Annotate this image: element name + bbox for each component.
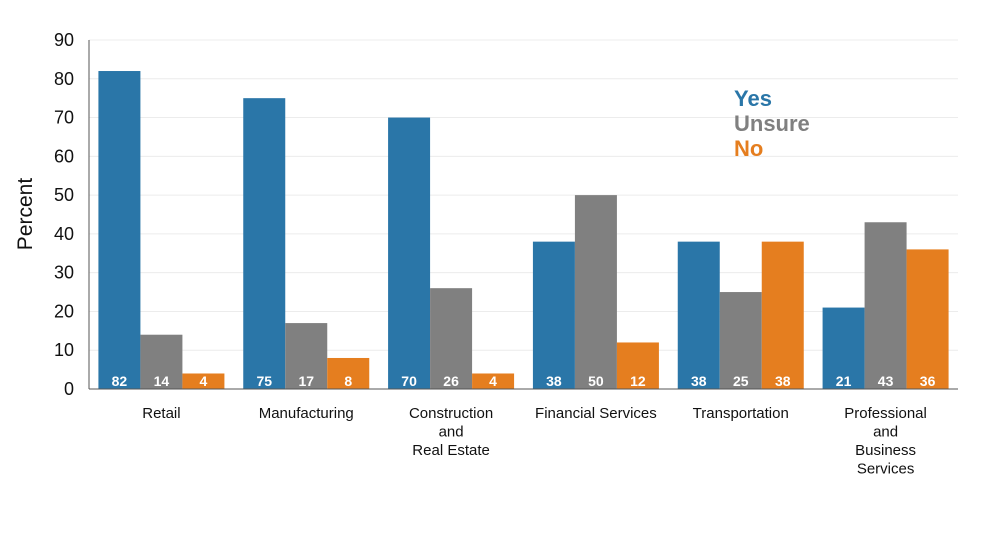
bar-value-label: 8 [344,373,352,389]
x-category-label: and [439,424,464,441]
bar-value-label: 17 [298,373,314,389]
bar-value-label: 38 [775,373,791,389]
y-tick-label: 10 [54,340,74,360]
bar-no-5 [906,249,949,389]
x-category-label: Manufacturing [259,405,354,422]
y-tick-label: 70 [54,108,74,128]
y-axis-label: Percent [14,178,37,251]
bar-yes-5 [822,307,865,389]
x-category-label: Financial Services [535,405,657,422]
bar-no-4 [761,241,804,389]
bar-value-label: 50 [588,373,604,389]
bar-no-3 [616,342,659,389]
bar-value-label: 82 [112,373,128,389]
bar-value-label: 4 [200,373,208,389]
bar-value-label: 70 [401,373,417,389]
bar-value-label: 75 [256,373,272,389]
x-category-label: and [873,424,898,441]
bar-value-label: 21 [836,373,852,389]
bars [98,71,949,390]
bar-value-label: 14 [154,373,170,389]
y-tick-label: 20 [54,301,74,321]
bar-yes-4 [677,241,720,389]
x-category-label: Transportation [693,405,789,422]
bar-yes-3 [532,241,575,389]
bar-value-label: 38 [691,373,707,389]
x-category-label: Real Estate [412,442,490,459]
bar-yes-1 [243,98,286,390]
bar-value-label: 26 [443,373,459,389]
bar-unsure-2 [430,288,473,389]
legend-item-yes: Yes [734,86,772,111]
bar-yes-0 [98,71,141,390]
bar-unsure-1 [285,323,328,389]
bar-value-label: 4 [489,373,497,389]
bar-value-label: 12 [630,373,646,389]
axes [88,40,958,390]
y-tick-label: 50 [54,185,74,205]
x-category-label: Professional [844,405,927,422]
y-tick-label: 0 [64,379,74,399]
bar-unsure-0 [140,334,183,389]
bar-value-label: 25 [733,373,749,389]
y-tick-label: 90 [54,30,74,50]
bar-unsure-4 [719,292,762,389]
bar-value-labels: 82 75 70 38 38 21 14 17 26 50 25 43 4 8 4 12 38 36 [112,373,936,389]
y-tick-label: 30 [54,263,74,283]
gridlines [89,39,958,351]
y-tick-labels: 0 10 20 30 40 50 60 70 80 90 [54,30,74,399]
legend-item-unsure: Unsure [734,111,810,136]
y-tick-label: 40 [54,224,74,244]
bar-no-0 [182,373,225,389]
x-category-label: Services [857,461,915,478]
bar-no-2 [472,373,515,389]
x-category-label: Construction [409,405,493,422]
y-tick-label: 80 [54,69,74,89]
legend-item-no: No [734,136,763,161]
bar-value-label: 38 [546,373,562,389]
bar-value-label: 36 [920,373,936,389]
bar-yes-2 [388,117,431,390]
bar-unsure-5 [864,222,907,389]
bar-unsure-3 [574,195,617,389]
y-tick-label: 60 [54,146,74,166]
bar-no-1 [327,357,370,389]
x-category-label: Business [855,442,916,459]
bar-value-label: 43 [878,373,894,389]
x-category-label: Retail [142,405,180,422]
